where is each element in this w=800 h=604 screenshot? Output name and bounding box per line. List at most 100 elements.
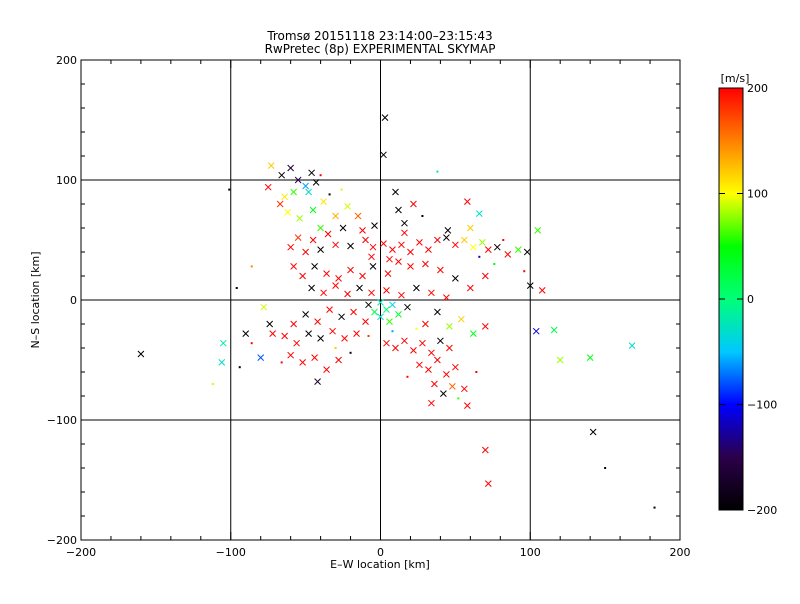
data-point [514, 246, 522, 253]
data-point [305, 188, 312, 196]
data-point [302, 311, 309, 318]
data-point [481, 446, 489, 454]
data-point [353, 330, 360, 337]
y-tick-label: 0 [70, 294, 77, 307]
data-point [266, 320, 274, 328]
data-point [228, 188, 231, 191]
data-point [368, 289, 375, 297]
colorbar-tick-label: 200 [747, 82, 768, 95]
data-point [329, 327, 336, 335]
data-point [416, 239, 423, 246]
data-point [502, 239, 505, 241]
data-point [431, 380, 438, 388]
colorbar-label: [m/s] [721, 72, 750, 85]
data-point [484, 246, 492, 253]
data-point [452, 241, 459, 249]
data-point [464, 402, 471, 409]
data-point [293, 339, 300, 347]
data-point [278, 171, 286, 179]
data-point [466, 224, 474, 232]
data-point [137, 350, 145, 358]
data-point [458, 315, 465, 323]
data-point [341, 335, 348, 342]
data-point [317, 224, 324, 232]
data-point [338, 313, 345, 321]
data-point [381, 114, 389, 121]
data-point [481, 272, 489, 280]
data-point [475, 371, 478, 373]
data-point [586, 354, 594, 361]
data-point [332, 282, 339, 289]
data-point [340, 188, 343, 191]
data-point [401, 229, 408, 237]
data-point [332, 212, 339, 220]
data-point [461, 385, 468, 393]
data-point [428, 289, 435, 297]
data-point [257, 354, 265, 361]
data-point [290, 263, 297, 270]
colorbar: [m/s] [718, 72, 750, 511]
data-point [436, 170, 439, 173]
x-tick-label: −100 [216, 546, 246, 559]
data-point [425, 246, 432, 253]
data-point [428, 399, 435, 407]
data-point [281, 332, 289, 340]
data-point [386, 255, 393, 263]
data-point [628, 342, 636, 349]
data-point [365, 301, 372, 309]
data-point [437, 337, 444, 345]
data-point [407, 248, 414, 256]
data-point [238, 366, 241, 369]
data-point [422, 260, 429, 268]
data-point [383, 306, 390, 313]
data-point [416, 361, 423, 369]
data-point [523, 248, 531, 256]
data-point [444, 227, 452, 234]
data-point [326, 306, 333, 313]
data-point [280, 361, 283, 364]
data-point [449, 383, 456, 390]
data-point [309, 206, 317, 214]
data-point [235, 287, 238, 289]
data-point [526, 282, 534, 289]
data-point [395, 206, 402, 214]
chart-title: Tromsø 20151118 23:14:00–23:15:43 [266, 29, 492, 43]
data-point [443, 294, 450, 301]
data-point [276, 200, 284, 208]
data-point [354, 212, 362, 220]
data-point [425, 366, 432, 373]
data-point [550, 326, 558, 334]
x-tick-label: 100 [520, 546, 541, 559]
data-point [371, 222, 378, 229]
data-point [305, 330, 312, 337]
data-point [308, 169, 315, 177]
colorbar-tick-label: −200 [747, 504, 777, 517]
data-point [401, 219, 408, 227]
data-point [443, 371, 450, 378]
data-point [523, 270, 526, 273]
y-tick-label: −100 [47, 414, 77, 427]
colorbar-tick-label: −100 [747, 399, 777, 412]
data-point [380, 240, 387, 247]
data-point [320, 289, 327, 297]
data-point [434, 308, 441, 316]
chart-subtitle: RwPretec (8p) EXPERIMENTAL SKYMAP [265, 42, 496, 56]
data-points [137, 114, 656, 509]
data-point [309, 236, 317, 244]
x-axis-ticks: −200 −100 0 100 200 [66, 60, 691, 559]
data-point [356, 284, 363, 292]
data-point [312, 179, 320, 186]
x-tick-label: 0 [377, 546, 384, 559]
data-point [335, 275, 342, 282]
colorbar-tick-label: 0 [747, 293, 754, 306]
data-point [324, 230, 332, 238]
data-point [317, 335, 324, 342]
data-point [446, 323, 453, 330]
data-point [395, 258, 402, 265]
data-point [349, 351, 352, 354]
y-tick-label: 100 [56, 174, 77, 187]
data-point [478, 255, 481, 258]
data-point [344, 203, 351, 210]
data-point [320, 198, 327, 205]
